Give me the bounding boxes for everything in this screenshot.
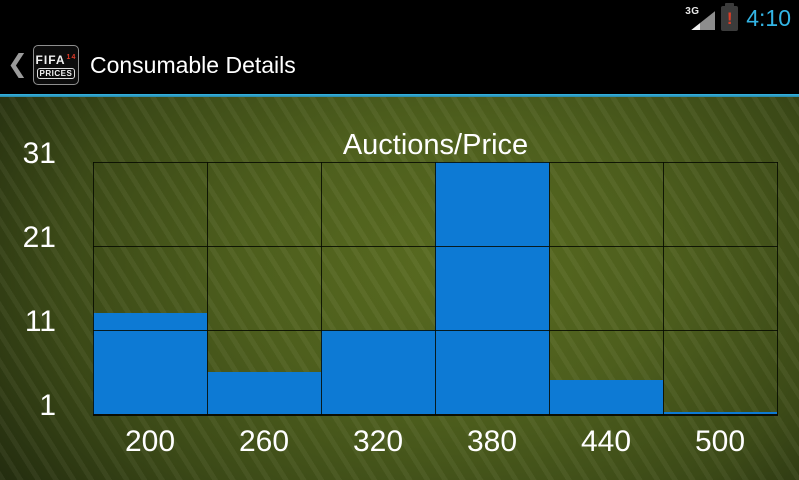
chart-plot[interactable] (93, 162, 778, 416)
bar-380 (435, 162, 549, 414)
back-chevron-icon[interactable]: ❮ (7, 49, 28, 78)
gridline-vertical (549, 162, 550, 415)
y-tick-label: 31 (22, 137, 56, 170)
x-tick-label: 440 (580, 425, 632, 458)
x-tick-label: 320 (352, 425, 404, 458)
y-tick-label: 1 (39, 389, 56, 422)
gridline-vertical (321, 162, 322, 415)
gridline-vertical (93, 162, 94, 415)
bar-260 (207, 372, 321, 414)
app-logo[interactable]: FIFA14 PRICES (32, 45, 79, 85)
signal-strength-icon: 3G (685, 5, 716, 31)
bar-200 (93, 313, 207, 414)
status-bar: 3G ! 4:10 (0, 0, 799, 36)
bar-500 (663, 412, 777, 414)
y-axis-labels: 31 21 11 1 (0, 139, 56, 421)
app-logo-fifa-text: FIFA14 (36, 52, 77, 66)
gridline-vertical (663, 162, 664, 415)
x-tick-label: 200 (124, 425, 176, 458)
page-title: Consumable Details (89, 51, 296, 78)
bar-320 (321, 330, 435, 414)
gridline-vertical (777, 162, 778, 415)
actionbar-accent-divider (0, 94, 799, 97)
status-clock: 4:10 (746, 4, 791, 31)
gridline-horizontal (93, 330, 778, 331)
battery-warning-icon: ! (721, 2, 739, 31)
gridline-vertical (207, 162, 208, 415)
x-axis-labels: 200 260 320 380 440 500 (93, 427, 778, 461)
gridline-vertical (435, 162, 436, 415)
x-tick-label: 260 (238, 425, 290, 458)
gridline-horizontal (93, 162, 778, 163)
x-tick-label: 500 (694, 425, 746, 458)
gridline-horizontal (93, 246, 778, 247)
y-tick-label: 11 (24, 305, 56, 338)
x-axis-line (93, 414, 778, 416)
action-bar: ❮ FIFA14 PRICES Consumable Details (0, 36, 799, 94)
chart-title: Auctions/Price (342, 129, 529, 161)
y-tick-label: 21 (22, 221, 56, 254)
x-tick-label: 380 (466, 425, 518, 458)
bar-440 (549, 380, 663, 414)
app-logo-14-badge: 14 (66, 53, 77, 61)
network-type-label: 3G (685, 6, 700, 17)
app-logo-line1: FIFA (35, 52, 66, 67)
battery-alert-mark: ! (726, 9, 733, 28)
chart-area: Auctions/Price 31 21 11 1 200 260 320 380 440 50… (0, 97, 799, 480)
app-logo-prices-text: PRICES (36, 67, 76, 79)
